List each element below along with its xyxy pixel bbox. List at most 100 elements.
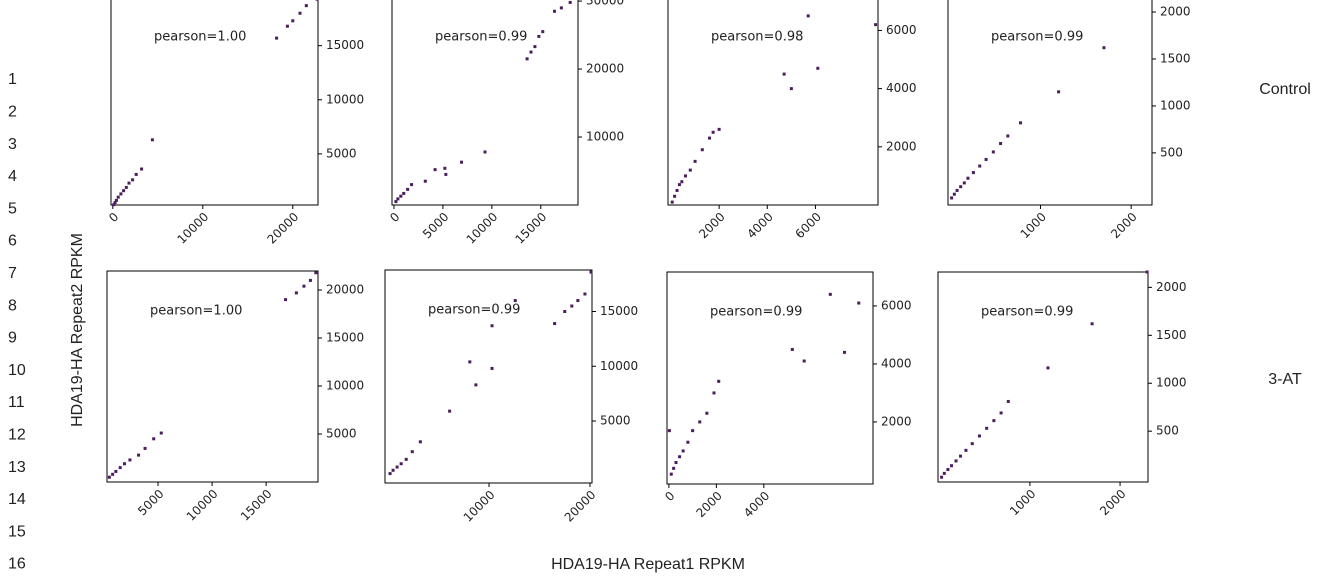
y-tick-label: 5000	[326, 427, 357, 441]
plot-frame	[384, 269, 593, 484]
point	[698, 420, 702, 424]
point	[394, 200, 398, 204]
y-tick-label: 2000	[881, 414, 912, 428]
line-number: 15	[8, 523, 26, 540]
x-tick-label: 10000	[461, 488, 498, 525]
point	[302, 284, 306, 288]
point	[711, 130, 715, 134]
x-tick-label: 5000	[135, 487, 166, 518]
x-tick-label: 15000	[238, 487, 275, 524]
point	[127, 181, 131, 185]
point	[806, 14, 810, 18]
x-tick-label: 2000	[1108, 210, 1139, 241]
point	[970, 442, 974, 446]
point	[418, 440, 422, 444]
point	[396, 197, 400, 201]
point	[874, 23, 878, 27]
point	[1019, 121, 1023, 125]
point	[118, 466, 122, 470]
point	[315, 0, 319, 1]
point	[691, 429, 695, 433]
point	[667, 429, 671, 433]
x-tick-label: 1000	[1007, 487, 1038, 518]
point	[285, 24, 289, 28]
point	[954, 459, 958, 463]
point	[708, 136, 712, 140]
point	[391, 468, 395, 472]
point	[468, 360, 472, 364]
plot-frame	[947, 0, 1153, 206]
plot-frame	[666, 271, 874, 485]
point	[802, 359, 806, 363]
y-tick-label: 500	[1156, 424, 1179, 438]
point	[563, 310, 567, 314]
x-tick-label: 5000	[420, 210, 451, 241]
annotation: pearson=0.99	[428, 303, 520, 318]
point	[406, 187, 410, 191]
point	[490, 324, 494, 328]
annotation: pearson=0.99	[991, 30, 1083, 45]
point	[399, 462, 403, 466]
point	[275, 36, 279, 40]
x-tick-label: 2000	[693, 489, 724, 520]
annotation: pearson=0.99	[710, 305, 802, 320]
y-tick-label: 20000	[586, 62, 624, 76]
line-number: 13	[8, 459, 26, 476]
point	[940, 475, 944, 479]
y-tick-label: 500	[1160, 145, 1183, 159]
point	[693, 159, 697, 163]
x-axis-label: HDA19-HA Repeat1 RPKM	[551, 556, 745, 573]
row-label: 3-AT	[1268, 371, 1302, 388]
x-tick-label: 20000	[264, 210, 301, 247]
annotation: pearson=0.99	[981, 305, 1073, 320]
point	[1057, 90, 1061, 94]
point	[513, 299, 517, 303]
point	[688, 168, 692, 172]
point	[992, 419, 996, 423]
point	[122, 189, 126, 193]
point	[114, 469, 118, 473]
point	[533, 45, 537, 49]
line-number: 12	[8, 427, 26, 444]
point	[955, 188, 959, 192]
point	[119, 192, 123, 196]
point	[541, 30, 545, 34]
point	[483, 150, 487, 154]
point	[404, 457, 408, 461]
point	[537, 34, 541, 38]
y-tick-label: 2000	[1156, 280, 1187, 294]
point	[673, 194, 677, 198]
point	[950, 464, 954, 468]
point	[116, 195, 120, 199]
point	[999, 411, 1003, 415]
point	[962, 181, 966, 185]
point	[134, 172, 138, 176]
y-tick-label: 30000	[586, 0, 624, 8]
point	[991, 150, 995, 154]
point	[433, 168, 437, 172]
point	[999, 141, 1003, 145]
point	[984, 157, 988, 161]
point	[291, 19, 295, 23]
point	[128, 458, 132, 462]
point	[669, 472, 673, 476]
y-tick-label: 6000	[881, 298, 912, 312]
point	[964, 448, 968, 452]
x-tick-label: 0	[106, 210, 121, 225]
point	[448, 409, 452, 413]
y-tick-label: 5000	[600, 414, 631, 428]
y-tick-label: 2000	[886, 139, 917, 153]
point	[388, 472, 392, 476]
point	[140, 167, 144, 171]
y-axis-label: HDA19-HA Repeat2 RPKM	[69, 233, 86, 427]
point	[529, 50, 533, 54]
point	[985, 426, 989, 430]
point	[952, 192, 956, 196]
point	[152, 437, 156, 441]
annotation: pearson=0.98	[711, 30, 803, 45]
point	[670, 200, 674, 204]
y-tick-label: 1500	[1156, 328, 1187, 342]
point	[284, 298, 288, 302]
point	[678, 455, 682, 459]
